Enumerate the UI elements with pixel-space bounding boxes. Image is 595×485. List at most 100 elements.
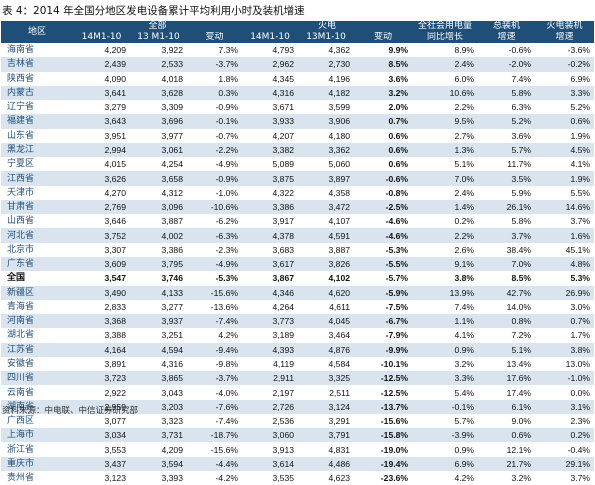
cell-all-change: -2.2% bbox=[187, 142, 243, 158]
cell-all-change: -0.1% bbox=[187, 114, 243, 129]
cell-total-capacity-growth: 5.9% bbox=[478, 185, 536, 200]
cell-thermal-14m: 4,207 bbox=[242, 128, 299, 143]
cell-region: 青海省 bbox=[1, 299, 73, 315]
cell-thermal-change: -23.6% bbox=[354, 470, 413, 485]
cell-thermal-14m: 3,060 bbox=[242, 428, 299, 443]
table-row: 山东省 3,951 3,977 -0.7% 4,207 4,180 0.6% 2.7% 3.6%… bbox=[1, 128, 595, 143]
cell-consumption-growth: 8.9% bbox=[412, 43, 479, 58]
cell-region: 湖南省 bbox=[1, 399, 73, 414]
cell-all-change: -4.0% bbox=[187, 385, 243, 400]
cell-region: 天津市 bbox=[1, 185, 73, 200]
cell-all-14m: 3,547 bbox=[73, 271, 130, 286]
table-row: 江苏省 4,164 4,594 -9.4% 4,393 4,876 -9.9% 0.9% 5.1… bbox=[1, 342, 595, 357]
cell-all-change: -4.4% bbox=[187, 456, 243, 471]
cell-thermal-13m: 4,623 bbox=[298, 470, 355, 485]
cell-thermal-capacity-growth: 3.7% bbox=[535, 470, 595, 485]
cell-all-change: -4.9% bbox=[187, 256, 243, 272]
cell-thermal-13m: 3,906 bbox=[298, 114, 355, 129]
cell-thermal-14m: 3,189 bbox=[242, 328, 299, 343]
cell-all-13m: 4,594 bbox=[130, 342, 187, 357]
table-row: 四川省 3,723 3,865 -3.7% 2,911 3,325 -12.5% 3.3% 17… bbox=[1, 371, 595, 386]
cell-consumption-growth: 4.2% bbox=[412, 470, 479, 485]
cell-thermal-13m: 4,107 bbox=[298, 214, 355, 229]
cell-total-capacity-growth: 5.8% bbox=[478, 85, 536, 101]
cell-thermal-change: -6.7% bbox=[354, 314, 413, 329]
cell-thermal-13m: 4,584 bbox=[298, 356, 355, 372]
cell-total-capacity-growth: 21.7% bbox=[478, 456, 536, 471]
cell-thermal-capacity-growth: 26.9% bbox=[535, 285, 595, 300]
cell-consumption-growth: 2.2% bbox=[412, 100, 479, 115]
cell-thermal-capacity-growth: 5.3% bbox=[535, 271, 595, 286]
cell-region: 安徽省 bbox=[1, 356, 73, 372]
cell-thermal-capacity-growth: -0.4% bbox=[535, 442, 595, 457]
cell-thermal-change: -12.5% bbox=[354, 385, 413, 400]
header-thermal-13m: 13M1-10 bbox=[298, 32, 355, 43]
table-row: 湖南省 2,959 3,203 -7.6% 2,726 3,124 -13.7% -0.1% 6… bbox=[1, 399, 595, 414]
cell-thermal-capacity-growth: -1.0% bbox=[535, 371, 595, 386]
cell-consumption-growth: 1.1% bbox=[412, 314, 479, 329]
header-thermal-14m: 14M1-10 bbox=[242, 32, 299, 43]
cell-thermal-capacity-growth: 0.6% bbox=[535, 114, 595, 129]
cell-thermal-14m: 3,617 bbox=[242, 256, 299, 272]
cell-total-capacity-growth: 17.4% bbox=[478, 385, 536, 400]
cell-thermal-13m: 4,358 bbox=[298, 185, 355, 200]
cell-thermal-change: -13.7% bbox=[354, 399, 413, 414]
cell-thermal-change: 2.0% bbox=[354, 100, 413, 115]
cell-consumption-growth: 1.4% bbox=[412, 199, 479, 215]
cell-region: 山西省 bbox=[1, 214, 73, 229]
header-group-all: 全部 bbox=[73, 21, 243, 32]
cell-thermal-capacity-growth: 1.7% bbox=[535, 328, 595, 343]
cell-thermal-capacity-growth: 0.0% bbox=[535, 385, 595, 400]
cell-total-capacity-growth: 5.8% bbox=[478, 214, 536, 229]
cell-thermal-13m: 3,472 bbox=[298, 199, 355, 215]
cell-all-14m: 3,891 bbox=[73, 356, 130, 372]
cell-all-14m: 4,164 bbox=[73, 342, 130, 357]
cell-thermal-13m: 3,124 bbox=[298, 399, 355, 414]
cell-all-14m: 4,270 bbox=[73, 185, 130, 200]
cell-consumption-growth: 2.6% bbox=[412, 242, 479, 257]
cell-thermal-capacity-growth: 45.1% bbox=[535, 242, 595, 257]
table-row: 甘肃省 2,769 3,096 -10.6% 3,386 3,472 -2.5% 1.4% 26… bbox=[1, 199, 595, 215]
cell-thermal-14m: 3,614 bbox=[242, 456, 299, 471]
cell-thermal-14m: 3,671 bbox=[242, 100, 299, 115]
cell-all-change: 0.3% bbox=[187, 85, 243, 101]
table-row: 山西省 3,646 3,887 -6.2% 3,917 4,107 -4.6% 0.2% 5.8… bbox=[1, 214, 595, 229]
cell-all-13m: 3,277 bbox=[130, 299, 187, 315]
cell-thermal-capacity-growth: 13.0% bbox=[535, 356, 595, 372]
cell-thermal-capacity-growth: 3.7% bbox=[535, 214, 595, 229]
cell-total-capacity-growth: 6.3% bbox=[478, 100, 536, 115]
cell-thermal-13m: 3,362 bbox=[298, 142, 355, 158]
cell-thermal-change: -5.9% bbox=[354, 285, 413, 300]
cell-all-13m: 3,203 bbox=[130, 399, 187, 414]
cell-thermal-13m: 3,599 bbox=[298, 100, 355, 115]
cell-consumption-growth: 5.1% bbox=[412, 157, 479, 172]
cell-all-change: -7.4% bbox=[187, 413, 243, 429]
cell-thermal-change: -5.3% bbox=[354, 242, 413, 257]
cell-thermal-14m: 4,378 bbox=[242, 228, 299, 243]
cell-thermal-13m: 4,876 bbox=[298, 342, 355, 357]
cell-all-13m: 3,865 bbox=[130, 371, 187, 386]
cell-all-change: -6.3% bbox=[187, 228, 243, 243]
cell-thermal-change: -19.4% bbox=[354, 456, 413, 471]
cell-all-13m: 3,937 bbox=[130, 314, 187, 329]
cell-total-capacity-growth: 14.0% bbox=[478, 299, 536, 315]
cell-total-capacity-growth: 8.5% bbox=[478, 271, 536, 286]
cell-all-change: -6.2% bbox=[187, 214, 243, 229]
cell-region: 海南省 bbox=[1, 43, 73, 58]
cell-all-change: -7.6% bbox=[187, 399, 243, 414]
cell-thermal-capacity-growth: 14.6% bbox=[535, 199, 595, 215]
cell-region: 山东省 bbox=[1, 128, 73, 143]
cell-all-14m: 2,922 bbox=[73, 385, 130, 400]
cell-all-13m: 4,018 bbox=[130, 71, 187, 86]
table-row: 广东省 3,609 3,795 -4.9% 3,617 3,826 -5.5% 9.1% 7.0… bbox=[1, 256, 595, 272]
cell-all-14m: 3,553 bbox=[73, 442, 130, 457]
cell-consumption-growth: 0.9% bbox=[412, 342, 479, 357]
cell-consumption-growth: 0.9% bbox=[412, 442, 479, 457]
cell-all-13m: 4,254 bbox=[130, 157, 187, 172]
cell-thermal-capacity-growth: 3.1% bbox=[535, 399, 595, 414]
table-row: 海南省 4,209 3,922 7.3% 4,793 4,362 9.9% 8.9% -0.6%… bbox=[1, 43, 595, 58]
cell-consumption-growth: 9.5% bbox=[412, 114, 479, 129]
cell-region: 四川省 bbox=[1, 371, 73, 386]
cell-region: 广东省 bbox=[1, 256, 73, 272]
cell-thermal-change: -19.0% bbox=[354, 442, 413, 457]
